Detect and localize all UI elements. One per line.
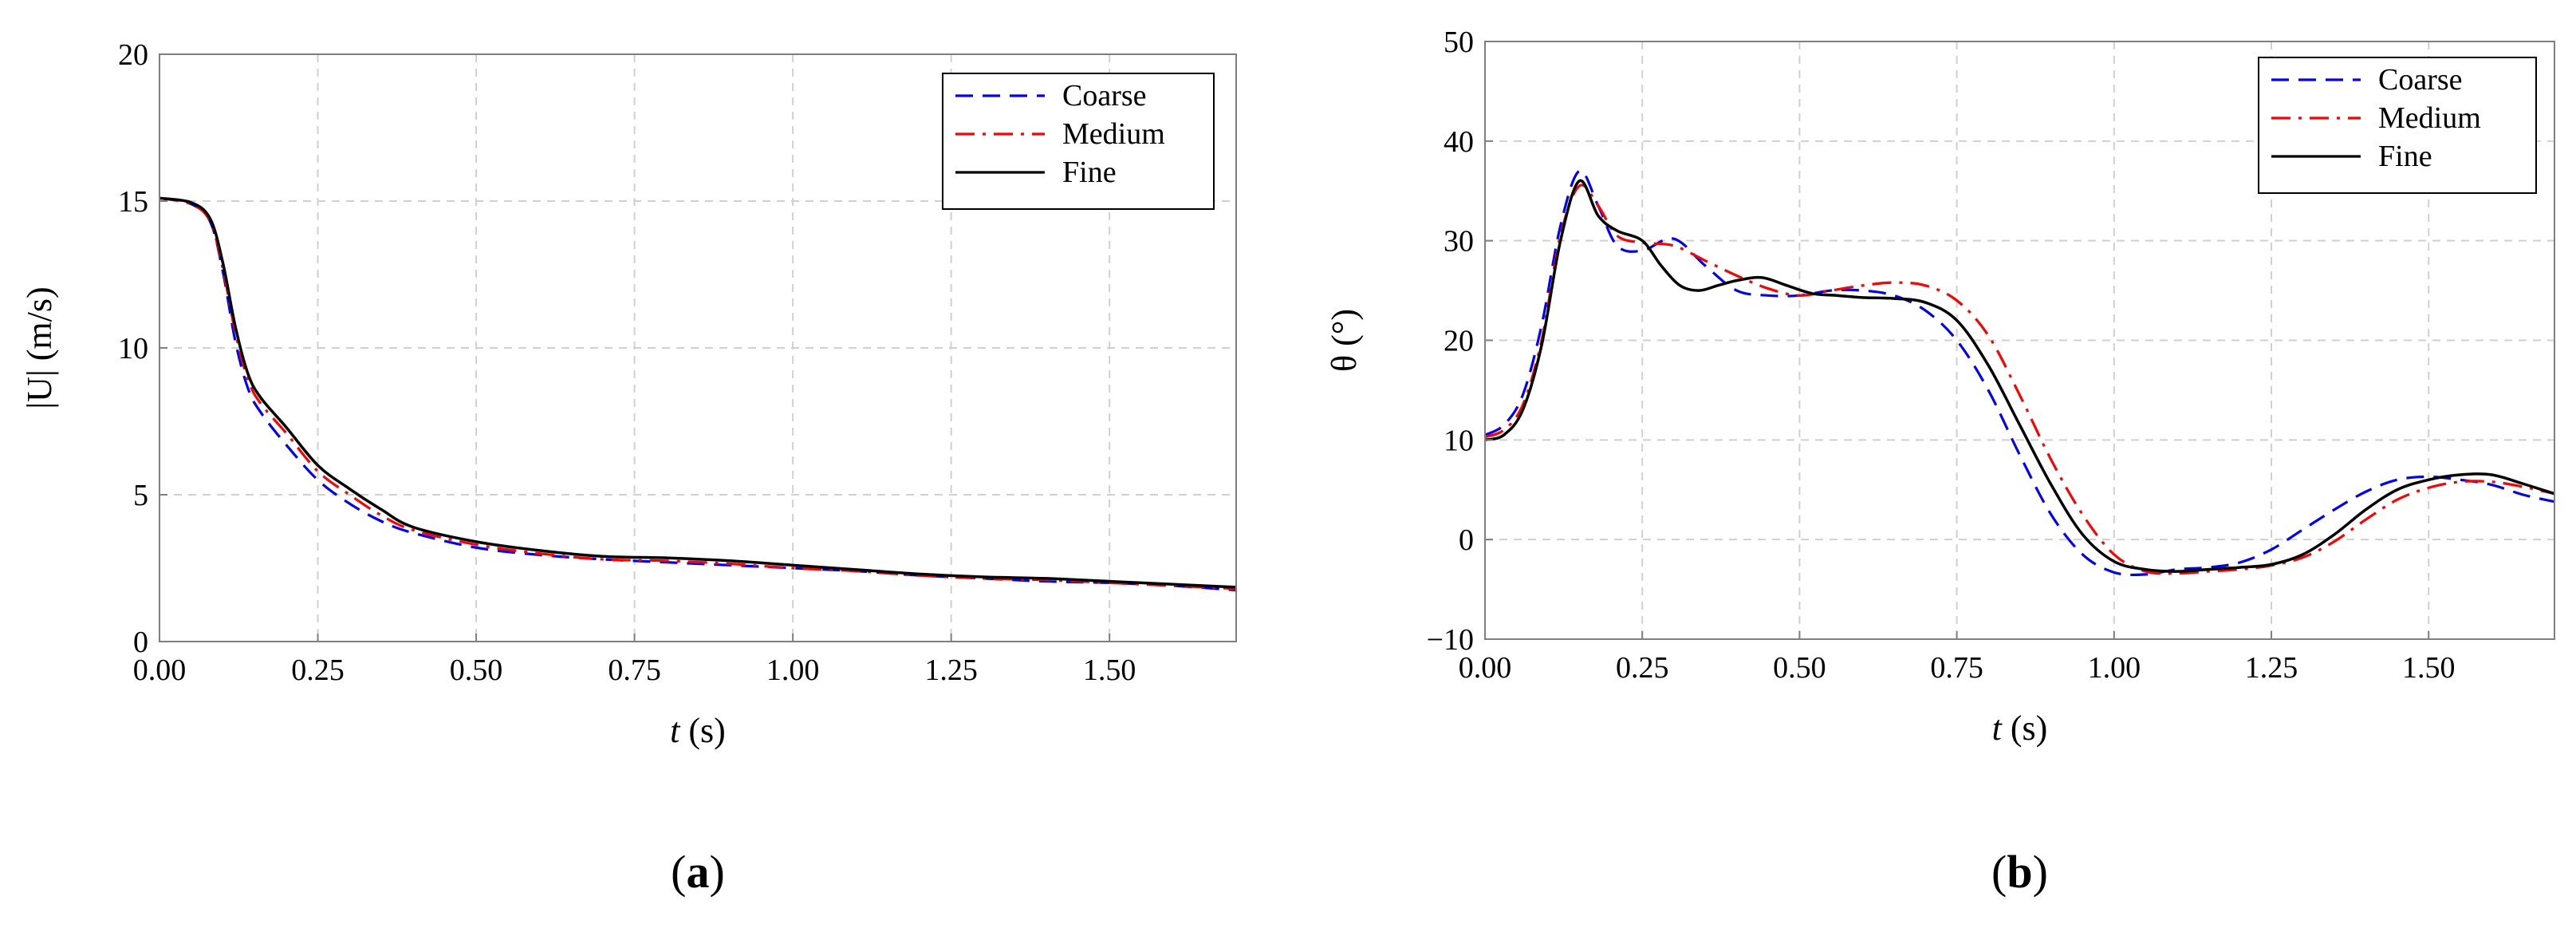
panel-label: (b) bbox=[1991, 846, 2048, 898]
x-tick-label: 1.00 bbox=[2088, 651, 2141, 685]
y-tick-label: 10 bbox=[118, 332, 148, 365]
panel-label-letter: b bbox=[2007, 846, 2032, 898]
series-line-fine bbox=[1484, 179, 2555, 573]
series-line-coarse bbox=[159, 196, 1237, 592]
panel-label-close: ) bbox=[2033, 846, 2048, 898]
x-axis-label-unit: (s) bbox=[679, 711, 725, 750]
legend-label-fine: Fine bbox=[2378, 140, 2432, 173]
x-tick-label: 0.25 bbox=[291, 654, 345, 687]
y-tick-label: 5 bbox=[133, 479, 148, 512]
legend: Coarse Medium Fine bbox=[2258, 57, 2537, 194]
y-tick-label: 20 bbox=[118, 38, 148, 72]
panel-label-letter: a bbox=[687, 846, 710, 898]
panel-label: (a) bbox=[671, 846, 725, 898]
panel-label-close: ) bbox=[710, 846, 725, 898]
x-tick-label: 0.75 bbox=[608, 654, 661, 687]
x-tick-label: 0.00 bbox=[133, 654, 187, 687]
x-tick-label: 0.75 bbox=[1930, 651, 1983, 685]
panel-label-open: ( bbox=[1991, 846, 2007, 898]
y-tick-label: 10 bbox=[1444, 424, 1474, 457]
y-tick-label: 40 bbox=[1444, 125, 1474, 159]
y-tick-label: 0 bbox=[1459, 523, 1474, 557]
x-tick-label: 1.00 bbox=[766, 654, 820, 687]
panel-label-open: ( bbox=[671, 846, 686, 898]
x-tick-label: 1.25 bbox=[924, 654, 978, 687]
x-tick-label: 1.50 bbox=[1083, 654, 1136, 687]
series-line-medium bbox=[1484, 184, 2555, 575]
y-tick-label: 50 bbox=[1444, 26, 1474, 59]
legend-label-medium: Medium bbox=[2378, 101, 2481, 135]
y-axis-label: θ (°) bbox=[1325, 309, 1364, 372]
chart-panel-a: 0.00 0.25 0.50 0.75 1.00 1.25 1.50 0 5 10 15 20 t (s… bbox=[20, 38, 1237, 898]
legend-label-medium: Medium bbox=[1062, 117, 1165, 151]
y-tick-label: −10 bbox=[1427, 623, 1474, 657]
x-axis-label-unit: (s) bbox=[2002, 709, 2047, 748]
y-axis-label: |U| (m/s) bbox=[20, 286, 59, 409]
legend-label-coarse: Coarse bbox=[2378, 63, 2463, 97]
y-tick-label: 15 bbox=[118, 185, 148, 219]
series-line-fine bbox=[159, 196, 1237, 589]
x-tick-label: 0.25 bbox=[1616, 651, 1669, 685]
y-tick-label: 30 bbox=[1444, 225, 1474, 259]
x-tick-label: 0.50 bbox=[450, 654, 503, 687]
y-tick-label: 0 bbox=[133, 626, 148, 659]
x-tick-label: 0.50 bbox=[1773, 651, 1826, 685]
series-line-coarse bbox=[1484, 169, 2555, 577]
x-tick-label: 0.00 bbox=[1459, 651, 1512, 685]
legend-label-coarse: Coarse bbox=[1062, 79, 1147, 113]
x-axis-label: t (s) bbox=[670, 711, 726, 750]
legend-label-fine: Fine bbox=[1062, 156, 1117, 189]
series-line-medium bbox=[159, 196, 1237, 590]
x-axis-label: t (s) bbox=[1992, 709, 2048, 748]
x-axis-label-var: t bbox=[670, 711, 681, 750]
legend: Coarse Medium Fine bbox=[942, 73, 1215, 210]
x-tick-label: 1.25 bbox=[2245, 651, 2298, 685]
y-tick-label: 20 bbox=[1444, 325, 1474, 358]
x-tick-label: 1.50 bbox=[2402, 651, 2456, 685]
x-axis-label-var: t bbox=[1992, 709, 2003, 748]
chart-panel-b: 0.00 0.25 0.50 0.75 1.00 1.25 1.50 −10 0 10 20 30 40… bbox=[1325, 26, 2555, 898]
